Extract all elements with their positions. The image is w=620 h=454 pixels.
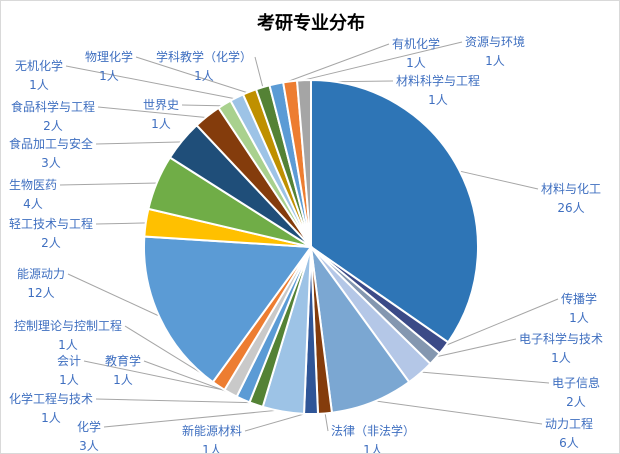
slice-label-17: 世界史 [143, 98, 179, 112]
slice-label-12: 能源动力 [17, 267, 65, 281]
slice-value-3: 2人 [566, 395, 586, 409]
slice-value-21: 1人 [406, 56, 426, 70]
pie-slice-12 [143, 235, 313, 384]
slice-label-22: 资源与环境 [465, 34, 525, 49]
slice-label-8: 化学工程与技术 [9, 391, 93, 406]
leader-line-8 [95, 398, 257, 404]
slice-value-6: 1人 [202, 443, 222, 454]
leader-line-7 [103, 409, 284, 428]
pie-slice-23 [295, 78, 312, 248]
slice-value-0: 26人 [557, 201, 584, 215]
leader-line-15 [95, 141, 184, 145]
leader-line-5 [324, 411, 329, 432]
leader-line-12 [67, 273, 162, 318]
chart-title: 考研专业分布 [257, 13, 365, 34]
leader-line-18 [65, 65, 238, 100]
leader-line-17 [181, 104, 226, 107]
slice-value-9: 1人 [113, 373, 133, 387]
slice-label-10: 会计 [57, 354, 81, 368]
slice-label-19: 物理化学 [85, 49, 133, 64]
slice-label-3: 电子信息 [552, 375, 600, 390]
leader-line-10 [83, 360, 232, 393]
slice-label-5: 法律（非法学） [331, 423, 415, 438]
slice-value-10: 1人 [59, 373, 79, 387]
slice-value-16: 2人 [43, 119, 63, 133]
slice-label-4: 动力工程 [545, 416, 593, 431]
leader-line-1 [442, 298, 559, 348]
slice-label-18: 无机化学 [15, 58, 63, 73]
leader-line-0 [457, 170, 539, 190]
leader-line-6 [244, 411, 312, 432]
slice-label-11: 控制理论与控制工程 [14, 318, 122, 333]
slice-value-19: 1人 [99, 69, 119, 83]
leader-line-2 [433, 338, 517, 358]
slice-value-22: 1人 [485, 54, 505, 68]
leader-line-19 [135, 56, 251, 95]
slice-label-21: 有机化学 [392, 36, 440, 51]
slice-label-7: 化学 [77, 419, 101, 434]
pie-slice-0 [310, 78, 479, 344]
leader-line-14 [59, 182, 159, 186]
slice-label-14: 生物医药 [9, 178, 57, 192]
leader-line-22 [290, 41, 463, 84]
leader-line-13 [95, 222, 148, 225]
leader-line-16 [97, 106, 209, 119]
slice-label-0: 材料与化工 [541, 182, 601, 196]
slice-value-11: 1人 [58, 338, 78, 352]
slice-label-13: 轻工技术与工程 [9, 216, 93, 231]
slice-value-4: 6人 [559, 436, 579, 450]
slice-label-16: 食品科学与工程 [11, 99, 95, 114]
slice-label-1: 传播学 [561, 291, 597, 306]
slice-value-20: 1人 [194, 69, 214, 83]
slice-value-13: 2人 [41, 236, 61, 250]
slice-label-2: 电子科学与技术 [519, 331, 603, 346]
slice-value-15: 3人 [41, 156, 61, 170]
slice-value-7: 3人 [79, 439, 99, 453]
slice-label-9: 教育学 [105, 353, 141, 368]
slice-label-20: 学科教学（化学） [156, 49, 252, 64]
slice-value-2: 1人 [551, 351, 571, 365]
leader-line-3 [418, 371, 550, 384]
leader-line-21 [276, 43, 390, 87]
slice-label-23: 材料科学与工程 [396, 73, 480, 88]
slice-value-14: 4人 [23, 197, 43, 211]
slice-value-12: 12人 [27, 286, 54, 300]
slice-value-18: 1人 [29, 78, 49, 92]
slice-value-17: 1人 [151, 117, 171, 131]
slice-value-1: 1人 [569, 311, 589, 325]
leader-line-4 [371, 399, 543, 425]
slice-value-8: 1人 [41, 411, 61, 425]
slice-value-5: 1人 [363, 443, 383, 454]
slice-value-23: 1人 [428, 93, 448, 107]
slice-label-15: 食品加工与安全 [9, 136, 93, 151]
slice-label-6: 新能源材料 [182, 423, 242, 438]
leader-line-20 [254, 56, 264, 90]
